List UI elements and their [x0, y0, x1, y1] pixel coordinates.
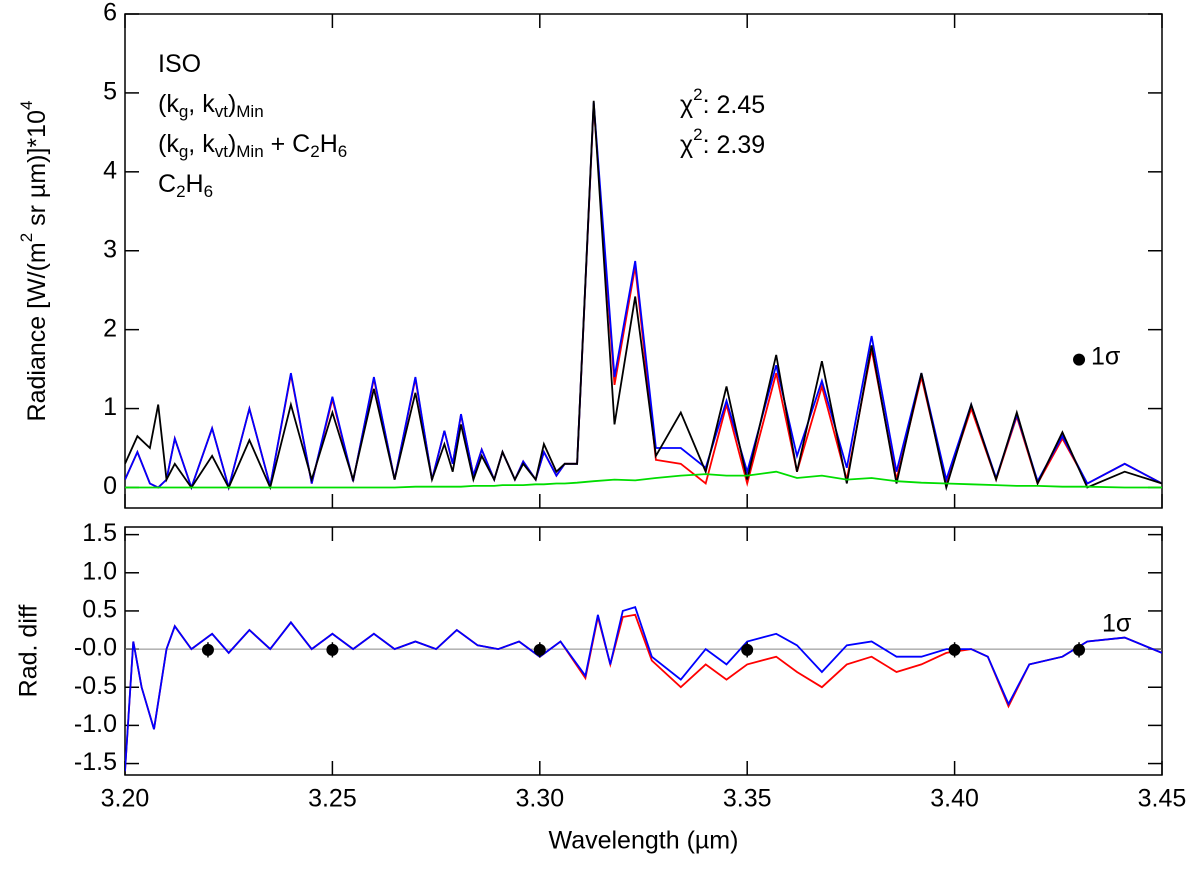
- y-tick-label: 0.5: [82, 596, 117, 624]
- plot-frame: [124, 526, 1163, 776]
- text-part: ): [228, 90, 236, 118]
- y-axis-label: Rad. diff: [15, 605, 43, 698]
- x-tick-label: 3.20: [101, 785, 150, 813]
- text-part: : 2.39: [703, 131, 766, 159]
- text-part: 2: [176, 182, 185, 201]
- text-part: (k: [158, 90, 179, 118]
- series-line: [125, 100, 1162, 492]
- y-tick-label: -0.5: [74, 672, 117, 700]
- text-part: 6: [204, 182, 213, 201]
- text-part: : 2.45: [703, 91, 766, 119]
- plot-area: [125, 100, 1162, 492]
- y-tick-label: 3: [103, 235, 117, 263]
- annotation: χ2: 2.39: [680, 125, 765, 158]
- error-label: 1σ: [1102, 610, 1132, 638]
- x-tick-label: 3.25: [308, 785, 357, 813]
- legend-entry: (kg, kvt)Min + C2H6: [158, 130, 347, 162]
- x-tick-label: 3.45: [1138, 785, 1187, 813]
- y-tick-label: 2: [103, 314, 117, 342]
- x-axis-label: Wavelength (µm): [549, 827, 739, 855]
- y-tick-label: 1: [103, 393, 117, 421]
- text-part: (k: [158, 130, 179, 158]
- error-point: [533, 643, 546, 656]
- text-part: 2: [693, 125, 702, 144]
- x-tick-label: 3.30: [515, 785, 564, 813]
- text-part: H: [186, 170, 204, 198]
- text-part: + C: [264, 130, 311, 158]
- y-axis-label: Radiance [W/(m2 sr µm)]*104: [17, 101, 50, 422]
- text-part: ISO: [158, 50, 201, 78]
- text-part: 2: [693, 85, 702, 104]
- series-line: [125, 470, 1162, 489]
- error-point: [201, 643, 214, 656]
- y-tick-label: -1.5: [74, 748, 117, 776]
- text-part: g: [179, 142, 188, 161]
- legend-entry: C2H6: [158, 170, 213, 202]
- text-part: χ: [680, 91, 693, 119]
- error-point: [1073, 353, 1086, 366]
- error-point: [741, 643, 754, 656]
- y-tick-label: 5: [103, 78, 117, 106]
- error-point: [1073, 643, 1086, 656]
- plot-area: [125, 605, 1162, 772]
- error-point: [326, 643, 339, 656]
- y-tick-label: 6: [103, 0, 117, 27]
- legend-entry: (kg, kvt)Min: [158, 90, 264, 122]
- y-tick-label: -1.0: [74, 710, 117, 738]
- text-part: , k: [188, 90, 215, 118]
- text-part: Radiance [W/(m: [23, 242, 51, 421]
- error-point: [948, 643, 961, 656]
- text-part: ): [228, 130, 236, 158]
- text-part: H: [320, 130, 338, 158]
- text-part: vt: [215, 102, 229, 121]
- text-part: 4: [17, 101, 36, 110]
- text-part: 2: [310, 142, 319, 161]
- legend-entry: ISO: [158, 50, 201, 78]
- y-tick-label: 1.5: [82, 519, 117, 547]
- text-part: Min: [236, 102, 263, 121]
- text-part: 2: [17, 233, 36, 242]
- text-part: g: [179, 102, 188, 121]
- x-tick-label: 3.40: [930, 785, 979, 813]
- y-tick-label: 4: [103, 156, 117, 184]
- y-tick-label: 0: [103, 472, 117, 500]
- series-line: [125, 605, 1162, 772]
- error-label: 1σ: [1091, 342, 1121, 370]
- x-tick-label: 3.35: [723, 785, 772, 813]
- series-line: [125, 102, 1162, 491]
- y-tick-label: -0.0: [74, 634, 117, 662]
- text-part: χ: [680, 131, 693, 159]
- text-part: vt: [215, 142, 229, 161]
- text-part: Min: [236, 142, 263, 161]
- plot-frame: [124, 13, 1163, 509]
- text-part: , k: [188, 130, 215, 158]
- y-tick-label: 1.0: [82, 557, 117, 585]
- annotation: χ2: 2.45: [680, 85, 765, 118]
- text-part: 6: [338, 142, 347, 161]
- text-part: C: [158, 170, 176, 198]
- text-part: sr µm)]*10: [23, 110, 51, 233]
- series-line: [125, 613, 1162, 772]
